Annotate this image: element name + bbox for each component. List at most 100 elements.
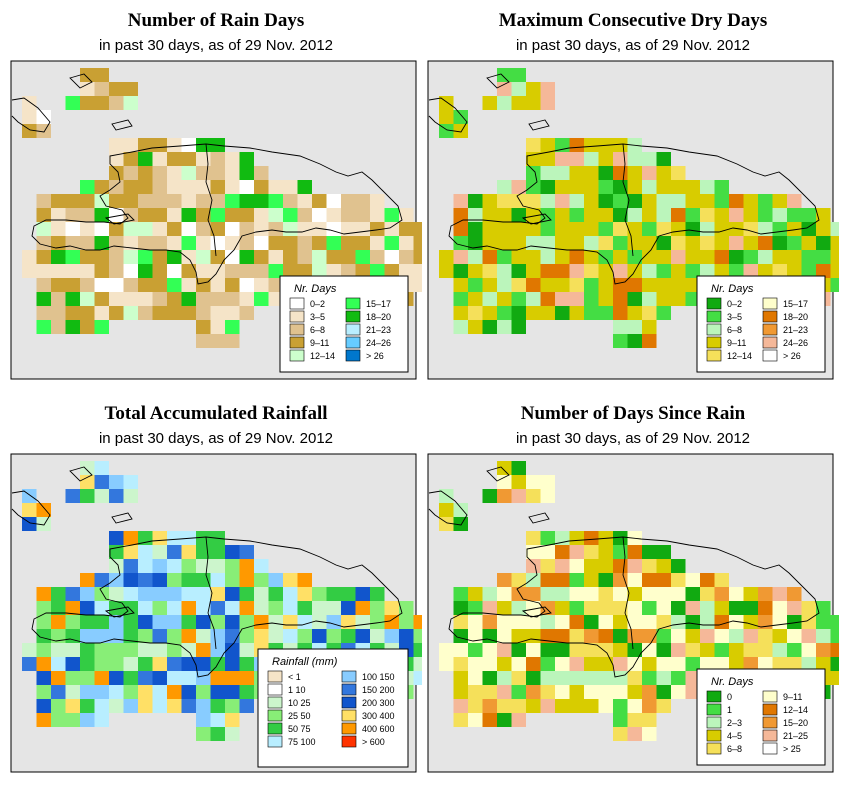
grid-cell (268, 278, 283, 292)
coastline-tortuga (528, 512, 550, 524)
grid-cell (598, 250, 613, 264)
grid-cell (453, 657, 468, 671)
grid-cell (540, 657, 555, 671)
grid-cell (816, 601, 831, 615)
grid-cell (482, 657, 497, 671)
panel-title: Number of Days Since Rain (520, 403, 746, 424)
grid-cell (109, 208, 124, 222)
grid-cell (772, 208, 787, 222)
grid-cell (671, 587, 686, 601)
grid-cell (80, 489, 95, 503)
grid-cell (370, 236, 385, 250)
grid-cell (167, 531, 182, 545)
grid-cell (468, 264, 483, 278)
grid-cell (283, 222, 298, 236)
grid-cell (656, 559, 671, 573)
grid-cell (123, 475, 138, 489)
grid-cell (758, 236, 773, 250)
grid-cell (627, 587, 642, 601)
grid-cell (36, 657, 51, 671)
grid-cell (36, 503, 51, 517)
grid-cell (225, 727, 240, 741)
grid-cell (225, 222, 240, 236)
grid-cell (109, 278, 124, 292)
grid-cell (685, 194, 700, 208)
grid-cell (656, 264, 671, 278)
grid-cell (816, 629, 831, 643)
grid-cell (167, 657, 182, 671)
grid-cell (830, 643, 839, 657)
grid-cell (181, 166, 196, 180)
grid-cell (239, 573, 254, 587)
grid-cell (700, 236, 715, 250)
grid-cell (36, 671, 51, 685)
grid-cell (167, 615, 182, 629)
grid-cell (656, 657, 671, 671)
grid-cells (439, 461, 839, 741)
legend-box (257, 648, 409, 768)
panel-title: Total Accumulated Rainfall (104, 403, 328, 424)
grid-cell (210, 222, 225, 236)
grid-cell (671, 615, 686, 629)
grid-cell (80, 180, 95, 194)
grid-cell (123, 643, 138, 657)
grid-cell (526, 208, 541, 222)
grid-cell (123, 573, 138, 587)
grid-cell (511, 643, 526, 657)
grid-cell (685, 180, 700, 194)
grid-cell (80, 671, 95, 685)
grid-cell (109, 250, 124, 264)
grid-cell (312, 629, 327, 643)
grid-cell (772, 587, 787, 601)
grid-cell (239, 685, 254, 699)
coastline-gonave (521, 213, 552, 225)
grid-cell (772, 615, 787, 629)
grid-cell (297, 236, 312, 250)
grid-cell (772, 643, 787, 657)
grid-cell (598, 657, 613, 671)
grid-cell (181, 699, 196, 713)
grid-cell (94, 461, 109, 475)
grid-cell (355, 236, 370, 250)
grid-cell (80, 615, 95, 629)
grid-cell (384, 615, 399, 629)
grid-cell (584, 180, 599, 194)
grid-cell (743, 208, 758, 222)
grid-cell (468, 657, 483, 671)
grid-cell (569, 222, 584, 236)
grid-cell (555, 152, 570, 166)
legend-swatch (706, 729, 722, 742)
grid-cell (555, 222, 570, 236)
grid-cell (729, 194, 744, 208)
grid-cell (181, 643, 196, 657)
grid-cell (569, 643, 584, 657)
grid-cell (671, 166, 686, 180)
grid-cell (123, 180, 138, 194)
grid-cell (80, 657, 95, 671)
grid-cell (569, 292, 584, 306)
grid-cell (283, 236, 298, 250)
grid-cell (526, 685, 541, 699)
grid-cell (123, 152, 138, 166)
grid-cell (384, 250, 399, 264)
grid-cell (700, 250, 715, 264)
grid-cell (80, 573, 95, 587)
grid-cell (152, 292, 167, 306)
grid-cell (497, 236, 512, 250)
grid-cell (758, 264, 773, 278)
legend-label: 2–3 (727, 718, 742, 728)
grid-cell (613, 180, 628, 194)
grid-cell (453, 713, 468, 727)
grid-cell (239, 615, 254, 629)
grid-cell (700, 208, 715, 222)
grid-cell (627, 545, 642, 559)
grid-cell (584, 531, 599, 545)
grid-cell (700, 629, 715, 643)
grid-cell (801, 222, 816, 236)
grid-cell (138, 236, 153, 250)
grid-cell (384, 236, 399, 250)
grid-cell (80, 699, 95, 713)
grid-cell (685, 573, 700, 587)
grid-cell (65, 699, 80, 713)
grid-cell (225, 629, 240, 643)
